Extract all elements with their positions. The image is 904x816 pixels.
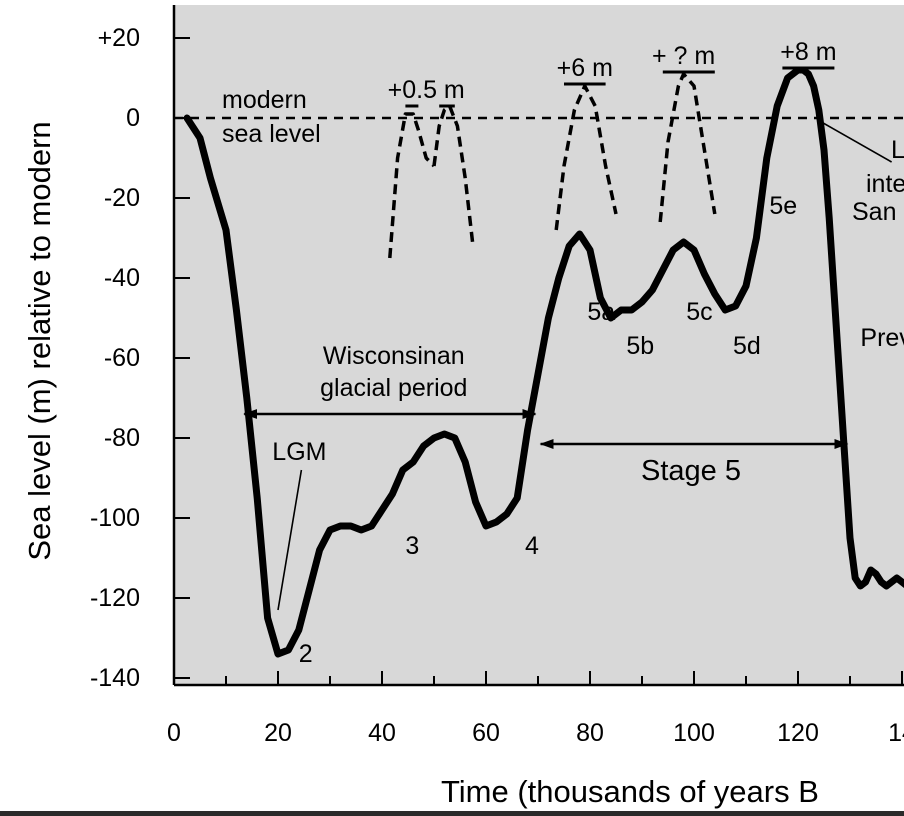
stage-label: 5c <box>686 298 712 326</box>
y-tick-label: 0 <box>126 104 140 132</box>
highstand-label: +6 m <box>557 54 613 82</box>
period-label: Stage 5 <box>641 455 741 487</box>
stage-label: 3 <box>405 532 419 560</box>
period-label: Wisconsinan <box>323 342 465 370</box>
lgm-label: LGM <box>272 438 326 466</box>
stage-label: 4 <box>525 532 539 560</box>
annotation-label: San <box>852 198 896 226</box>
modern-sea-level-label: modern <box>222 86 307 114</box>
stage-label: 5d <box>733 332 761 360</box>
period-label: glacial period <box>320 374 467 402</box>
y-tick-label: -60 <box>104 344 140 372</box>
annotation-pointer <box>277 469 303 611</box>
x-tick-label: 40 <box>368 719 396 747</box>
dashed-highstand-curve <box>388 112 436 259</box>
annotation-label: L <box>891 136 904 164</box>
x-tick-label: 14 <box>888 719 904 747</box>
highstand-label: + ? m <box>652 42 715 70</box>
x-tick-label: 0 <box>167 719 181 747</box>
stage-label: 5b <box>626 332 654 360</box>
y-tick-label: -80 <box>104 424 140 452</box>
dashed-highstand-curve <box>554 84 618 231</box>
y-tick-label: -120 <box>90 584 140 612</box>
x-tick-label: 120 <box>777 719 819 747</box>
y-tick-label: +20 <box>98 24 140 52</box>
x-axis-title: Time (thousands of years B <box>441 774 819 809</box>
modern-sea-level-label: sea level <box>222 120 321 148</box>
highstand-label: +0.5 m <box>388 76 465 104</box>
x-tick-label: 20 <box>264 719 292 747</box>
stage-label: Prev <box>860 324 904 352</box>
y-tick-label: -40 <box>104 264 140 292</box>
y-tick-label: -100 <box>90 504 140 532</box>
annotation-label: inte <box>866 170 904 198</box>
x-tick-label: 60 <box>472 719 500 747</box>
y-tick-label: -20 <box>104 184 140 212</box>
x-tick-label: 100 <box>673 719 715 747</box>
sea-level-curve <box>183 66 904 658</box>
dashed-highstand-curve <box>432 104 475 247</box>
y-axis-title: Sea level (m) relative to modern <box>22 121 57 560</box>
y-tick-label: -140 <box>90 664 140 692</box>
stage-label: 5e <box>769 192 797 220</box>
dashed-highstand-curve <box>658 72 717 223</box>
x-tick-label: 80 <box>576 719 604 747</box>
stage-label: 5a <box>587 298 615 326</box>
stage-label: 2 <box>299 640 313 668</box>
highstand-label: +8 m <box>780 38 836 66</box>
annotation-pointer <box>821 121 892 163</box>
